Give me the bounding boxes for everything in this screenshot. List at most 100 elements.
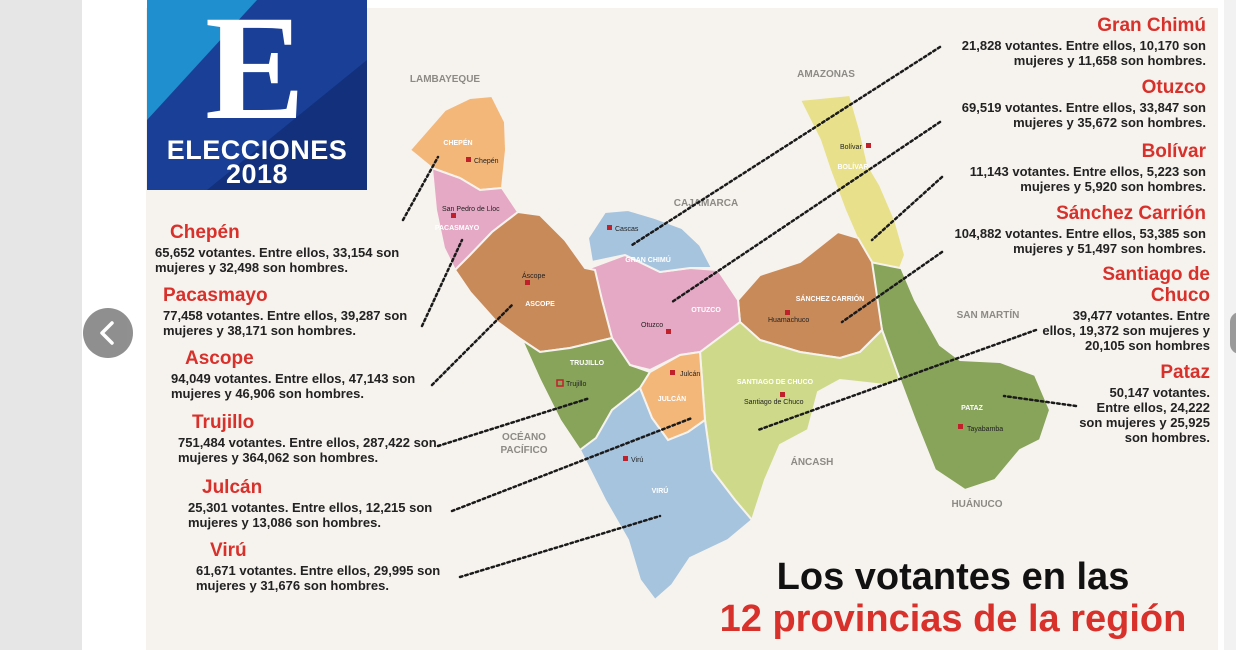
province-stats: 21,828 votantes. Entre ellos, 10,170 son… (961, 38, 1206, 68)
map-province-label: PACASMAYO (435, 225, 480, 232)
elecciones-logo: E ELECCIONES 2018 (147, 0, 367, 190)
neighbor-label: AMAZONAS (797, 69, 855, 80)
province-viru (578, 386, 754, 602)
province-info-bolivar: Bolívar 11,143 votantes. Entre ellos, 5,… (946, 141, 1206, 194)
headline-line-1: Los votantes en las (776, 556, 1130, 598)
capital-marker-icon (958, 424, 963, 429)
capital-label: San Pedro de Lloc (442, 206, 500, 213)
leader-line-ascope (430, 303, 514, 387)
province-info-santiago-de-chuco: Santiago de Chuco 39,477 votantes. Entre… (1040, 264, 1210, 353)
leader-line-trujillo (436, 396, 592, 448)
province-info-sanchez-carrion: Sánchez Carrión 104,882 votantes. Entre … (938, 203, 1206, 256)
province-name: Pataz (1160, 362, 1210, 383)
capital-marker-icon (607, 225, 612, 230)
chevron-left-icon (100, 321, 114, 345)
province-stats: 11,143 votantes. Entre ellos, 5,223 son … (969, 164, 1206, 194)
province-info-chepen: Chepén 65,652 votantes. Entre ellos, 33,… (155, 222, 425, 275)
leader-lines (401, 45, 1078, 579)
province-ascope (453, 210, 614, 354)
leader-line-julcan (450, 416, 694, 513)
neighbor-label: ÁNCASH (791, 455, 834, 468)
capital-label: Cascas (615, 226, 639, 233)
province-info-ascope: Ascope 94,049 votantes. Entre ellos, 47,… (171, 348, 436, 401)
capital-label: Virú (631, 457, 643, 464)
capital-label: Julcán (680, 371, 700, 378)
province-stats: 69,519 votantes. Entre ellos, 33,847 son… (961, 100, 1206, 130)
neighbor-label: OCÉANO (502, 430, 546, 443)
leader-line-viru (458, 514, 662, 579)
capital-marker-icon (866, 143, 871, 148)
logo-caption: ELECCIONES 2018 (147, 135, 367, 189)
capital-label: Tayabamba (967, 426, 1003, 433)
province-name: Julcán (202, 477, 263, 498)
leader-line-sanchez-carrion (840, 250, 944, 324)
province-name: Virú (210, 540, 247, 561)
province-info-trujillo: Trujillo 751,484 votantes. Entre ellos, … (178, 412, 438, 465)
map-province-label: JULCÁN (658, 394, 686, 403)
capital-label: Trujillo (566, 381, 586, 388)
province-stats: 65,652 votantes. Entre ellos, 33,154 son… (155, 245, 400, 275)
capital-marker-icon (666, 329, 671, 334)
province-stats: 77,458 votantes. Entre ellos, 39,287 son… (163, 308, 408, 338)
province-stats: 94,049 votantes. Entre ellos, 47,143 son… (171, 371, 416, 401)
province-stats: 104,882 votantes. Entre ellos, 53,385 so… (954, 226, 1206, 256)
leader-line-pataz (1002, 394, 1078, 408)
capital-marker-icon (623, 456, 628, 461)
capital-marker-icon (466, 157, 471, 162)
leader-line-chepen (401, 155, 440, 222)
next-slide-button[interactable] (1230, 312, 1236, 354)
capital-label: Huamachuco (768, 317, 809, 324)
province-stats: 50,147 votantes. Entre ellos, 24,222 son… (1079, 385, 1210, 445)
province-info-gran-chimu: Gran Chimú 21,828 votantes. Entre ellos,… (946, 15, 1206, 68)
leader-line-otuzco (670, 120, 942, 304)
neighbor-label: CAJAMARCA (674, 198, 738, 209)
logo-line-1: ELECCIONES (166, 135, 348, 165)
province-name: Otuzco (1141, 77, 1206, 98)
leader-line-pacasmayo (420, 238, 464, 328)
province-name: Bolívar (1141, 141, 1206, 162)
province-info-julcan: Julcán 25,301 votantes. Entre ellos, 12,… (188, 477, 443, 530)
province-name: Pacasmayo (163, 285, 268, 306)
capital-label: Chepén (474, 158, 499, 165)
province-name: Trujillo (192, 412, 255, 433)
province-pataz (868, 258, 1052, 492)
province-gran-chimu (586, 208, 714, 274)
map-province-label: OTUZCO (691, 307, 721, 314)
capital-marker-icon (525, 280, 530, 285)
province-info-pataz: Pataz 50,147 votantes. Entre ellos, 24,2… (1074, 362, 1210, 445)
headline: Los votantes en las 12 provincias de la … (640, 556, 1236, 640)
capital-label: Santiago de Chuco (744, 399, 804, 406)
map-province-label: CHEPÉN (443, 138, 472, 147)
capital-label: Bolívar (840, 144, 862, 151)
page-left-margin (0, 0, 82, 650)
previous-slide-button[interactable] (83, 308, 133, 358)
leader-line-gran-chimu (630, 45, 942, 247)
headline-line-2: 12 provincias de la región (719, 598, 1187, 640)
neighbor-label: SAN MARTÍN (957, 308, 1020, 321)
leader-line-santiago-de-chuco (756, 328, 1038, 432)
map-province-label: ASCOPE (525, 301, 555, 308)
province-stats: 25,301 votantes. Entre ellos, 12,215 son… (188, 500, 433, 530)
leader-line-bolivar (870, 175, 944, 242)
province-name: Gran Chimú (1097, 15, 1206, 36)
map-province-label: GRAN CHIMÚ (625, 255, 671, 264)
map-province-label: TRUJILLO (570, 360, 605, 367)
province-name: Santiago de Chuco (1102, 264, 1210, 306)
neighbor-label: HUÁNUCO (951, 497, 1002, 510)
capital-marker-icon (785, 310, 790, 315)
capital-marker-icon (451, 213, 456, 218)
map-province-label: SANTIAGO DE CHUCO (737, 379, 814, 386)
capital-marker-icon (780, 392, 785, 397)
province-info-pacasmayo: Pacasmayo 77,458 votantes. Entre ellos, … (163, 285, 425, 338)
map-province-label: SÁNCHEZ CARRIÓN (796, 294, 864, 303)
province-name: Sánchez Carrión (1056, 203, 1206, 224)
neighbor-label: PACÍFICO (500, 443, 547, 456)
logo-line-2: 2018 (225, 159, 289, 189)
capital-label: Áscope (522, 271, 545, 280)
province-santiago-de-chuco (698, 320, 902, 523)
map-province-label: VIRÚ (652, 486, 669, 495)
province-name: Ascope (185, 348, 254, 369)
province-info-otuzco: Otuzco 69,519 votantes. Entre ellos, 33,… (946, 77, 1206, 130)
capital-marker-icon (556, 379, 564, 387)
